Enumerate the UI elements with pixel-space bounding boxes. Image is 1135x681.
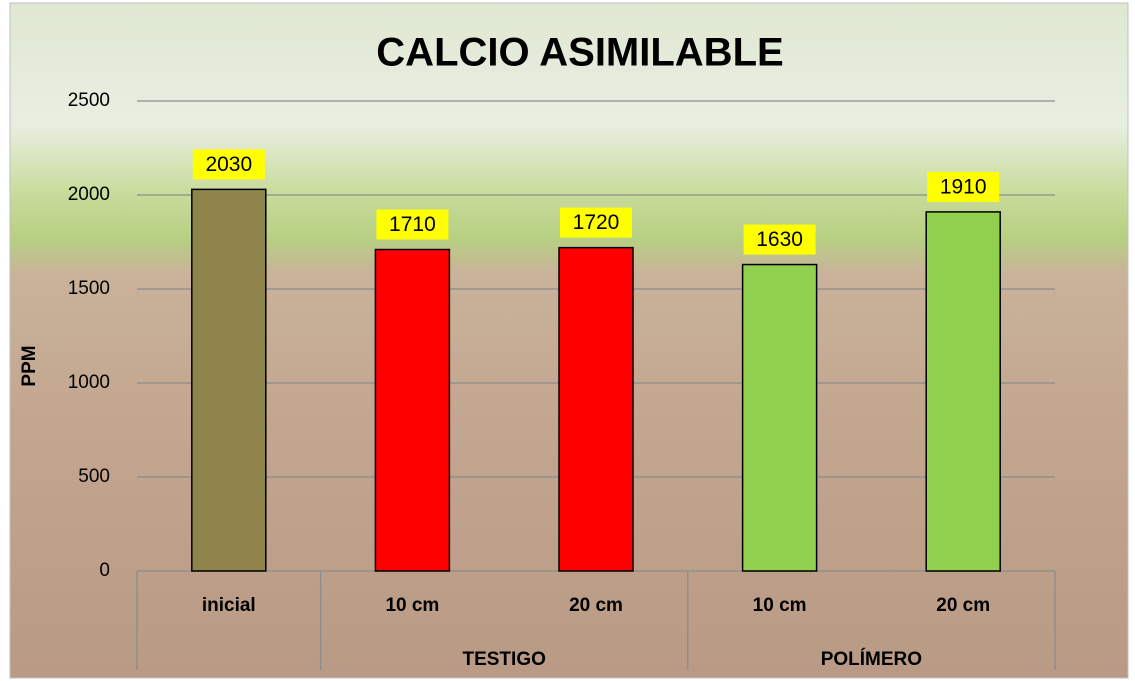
value-label-background bbox=[192, 149, 265, 180]
y-tick-label: 2000 bbox=[68, 184, 110, 205]
bar bbox=[191, 188, 267, 572]
bar bbox=[741, 263, 818, 572]
group-label: POLÍMERO bbox=[821, 648, 922, 670]
value-label: 1630 bbox=[756, 228, 803, 251]
value-label-background bbox=[560, 207, 632, 238]
value-label: 1710 bbox=[389, 213, 436, 236]
chart-title: CALCIO ASIMILABLE bbox=[376, 31, 783, 75]
y-tick-label: 1000 bbox=[68, 372, 110, 393]
y-tick-label: 1500 bbox=[68, 278, 110, 299]
value-label-background bbox=[927, 171, 1000, 202]
y-tick-label: 2500 bbox=[68, 90, 110, 111]
x-tick-label: 10 cm bbox=[385, 595, 439, 616]
value-label: 2030 bbox=[205, 153, 252, 176]
x-tick-label: 10 cm bbox=[753, 595, 807, 616]
bar bbox=[374, 248, 451, 572]
value-label-background bbox=[376, 209, 449, 240]
value-label: 1910 bbox=[940, 175, 987, 198]
y-tick-label: 500 bbox=[78, 466, 110, 487]
x-tick-label: 20 cm bbox=[569, 595, 623, 616]
bar bbox=[925, 211, 1001, 572]
y-axis-label: PPM bbox=[19, 345, 40, 386]
bar bbox=[558, 246, 634, 572]
group-label: TESTIGO bbox=[462, 649, 545, 670]
value-label: 1720 bbox=[573, 211, 620, 234]
value-label-background bbox=[743, 224, 816, 255]
x-tick-label: 20 cm bbox=[936, 595, 990, 616]
y-tick-label: 0 bbox=[99, 560, 110, 581]
x-tick-label: inicial bbox=[202, 595, 256, 616]
